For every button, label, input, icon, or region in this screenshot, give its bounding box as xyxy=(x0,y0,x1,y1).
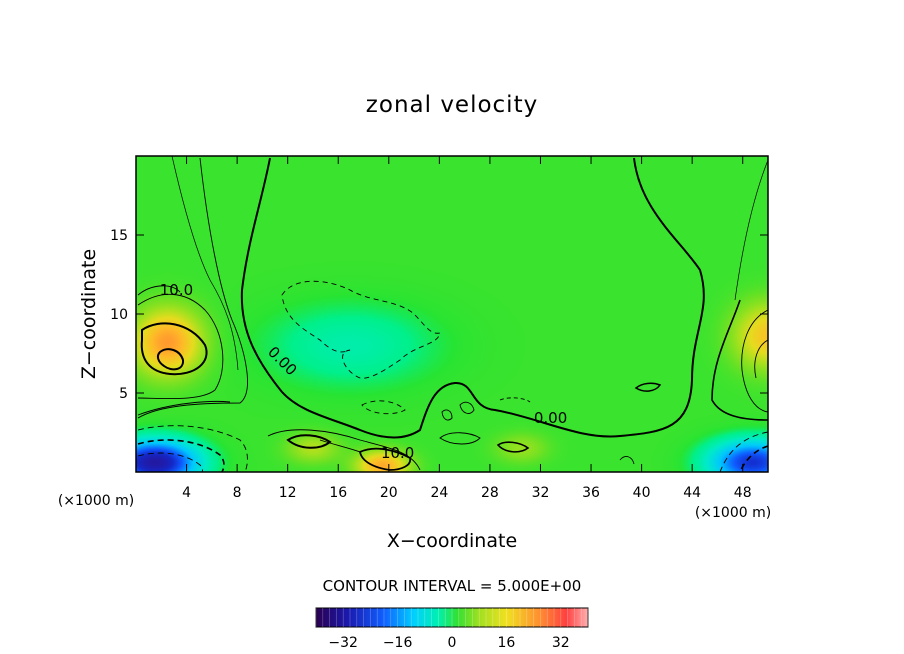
x-tick-label-40: 40 xyxy=(633,485,651,501)
x-unit-label-right: (×1000 m) xyxy=(695,505,771,521)
velocity-field xyxy=(136,156,768,472)
colorbar-tick-label: 32 xyxy=(552,635,570,651)
contour-lines xyxy=(137,156,768,472)
contour-interval-text: CONTOUR INTERVAL = 5.000E+00 xyxy=(323,577,582,595)
x-tick-label-20: 20 xyxy=(380,485,398,501)
colorbar-tick-label: −32 xyxy=(328,635,358,651)
contour-label: 10.0 xyxy=(160,281,193,299)
colorbar xyxy=(315,607,589,628)
colorbar-tick-label: 16 xyxy=(497,635,515,651)
y-tick-label-10: 10 xyxy=(110,307,128,323)
y-axis-label: Z−coordinate xyxy=(78,249,100,379)
colorbar-tick-label: 0 xyxy=(448,635,457,651)
x-tick-label-44: 44 xyxy=(683,485,701,501)
colorbar-segment-lines xyxy=(315,608,589,627)
x-tick-label-48: 48 xyxy=(734,485,752,501)
contour-label: 10.0 xyxy=(381,444,414,462)
contour-label: 0.00 xyxy=(534,409,567,427)
x-axis-ticks: 4 8 12 16 20 24 28 32 36 40 44 48 xyxy=(182,156,752,501)
colorbar-tick-label: −16 xyxy=(383,635,413,651)
y-tick-label-5: 5 xyxy=(119,386,128,402)
x-unit-label-left: (×1000 m) xyxy=(58,493,134,509)
x-tick-label-24: 24 xyxy=(430,485,448,501)
x-tick-label-28: 28 xyxy=(481,485,499,501)
x-tick-label-16: 16 xyxy=(329,485,347,501)
x-tick-label-4: 4 xyxy=(182,485,191,501)
y-tick-label-15: 15 xyxy=(110,228,128,244)
chart-title: zonal velocity xyxy=(366,92,538,118)
colorbar-ticks: −32 −16 0 16 32 xyxy=(328,635,569,651)
x-axis-label: X−coordinate xyxy=(387,530,517,552)
x-tick-label-12: 12 xyxy=(279,485,297,501)
x-tick-label-36: 36 xyxy=(582,485,600,501)
y-axis-ticks: 5 10 15 xyxy=(110,228,768,402)
x-tick-label-32: 32 xyxy=(532,485,550,501)
x-tick-label-8: 8 xyxy=(233,485,242,501)
